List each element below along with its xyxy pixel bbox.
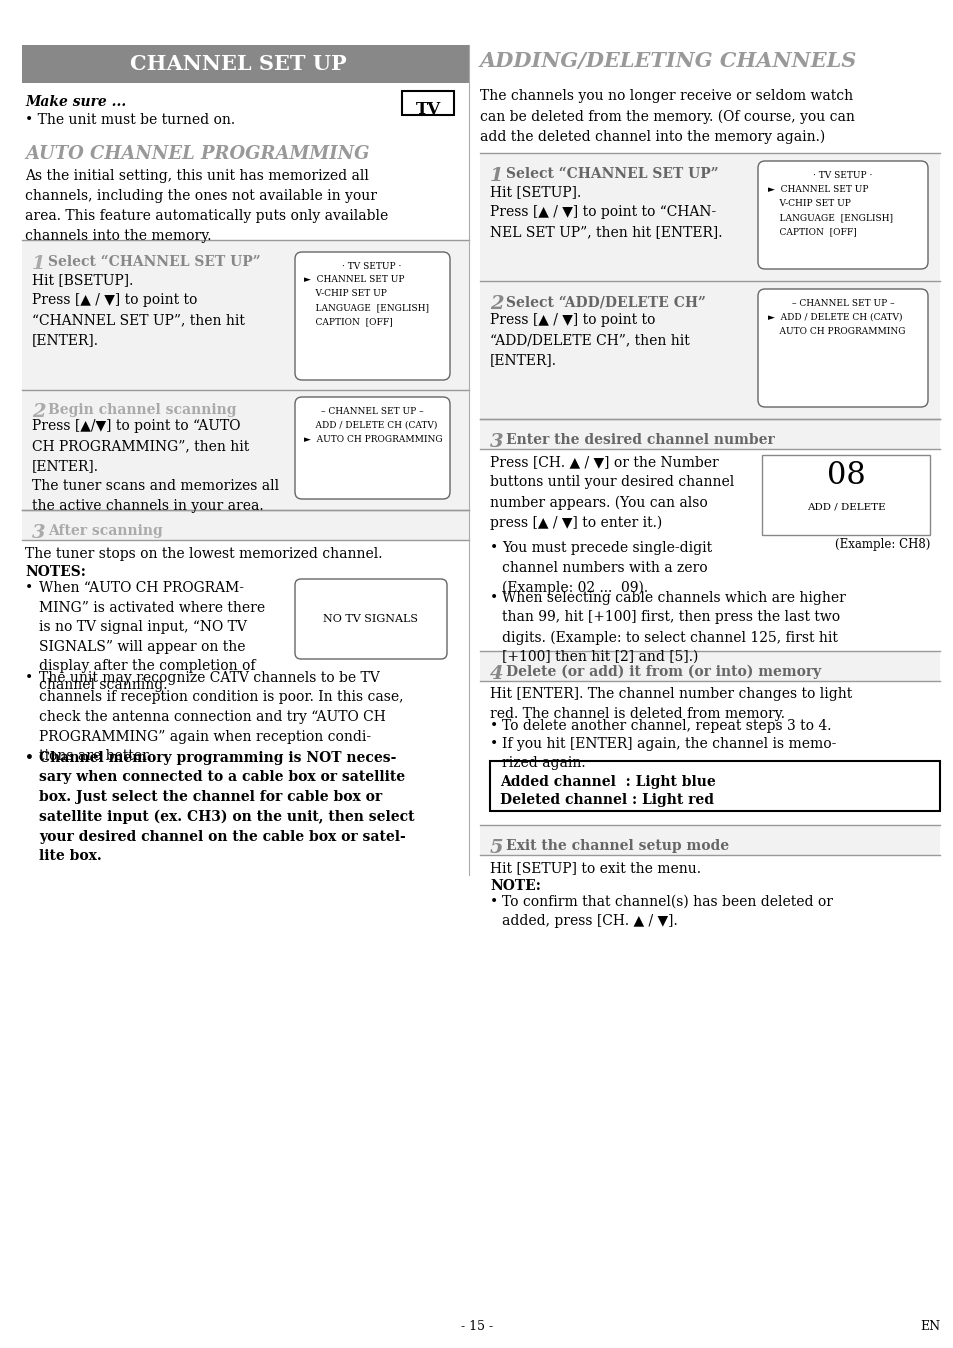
Text: •: • [490,737,497,751]
FancyBboxPatch shape [758,288,927,407]
Text: AUTO CHANNEL PROGRAMMING: AUTO CHANNEL PROGRAMMING [25,146,369,163]
Text: 1: 1 [490,167,503,185]
Bar [479,419,939,449]
Text: To confirm that channel(s) has been deleted or
added, press [CH. ▲ / ▼].: To confirm that channel(s) has been dele… [501,895,832,929]
Text: Enter the desired channel number: Enter the desired channel number [505,433,774,448]
Text: · TV SETUP ·: · TV SETUP · [342,262,401,271]
Text: • The unit must be turned on.: • The unit must be turned on. [25,113,234,127]
Bar [479,651,939,681]
Text: ADD / DELETE: ADD / DELETE [806,503,884,512]
Bar [22,240,469,390]
Text: Select “CHANNEL SET UP”: Select “CHANNEL SET UP” [48,255,260,270]
Text: 2: 2 [32,403,46,421]
Bar [761,456,929,535]
Text: ►  CHANNEL SET UP: ► CHANNEL SET UP [304,275,404,284]
Text: (Example: CH8): (Example: CH8) [834,538,929,551]
Text: The channels you no longer receive or seldom watch
can be deleted from the memor: The channels you no longer receive or se… [479,89,854,144]
Text: The tuner stops on the lowest memorized channel.: The tuner stops on the lowest memorized … [25,547,382,561]
Text: - 15 -: - 15 - [460,1320,493,1333]
Text: You must precede single-digit
channel numbers with a zero
(Example: 02 ...  09).: You must precede single-digit channel nu… [501,541,711,594]
Text: NOTES:: NOTES: [25,565,86,580]
FancyBboxPatch shape [294,252,450,380]
Text: AUTO CH PROGRAMMING: AUTO CH PROGRAMMING [767,328,904,336]
Text: Press [▲/▼] to point to “AUTO
CH PROGRAMMING”, then hit
[ENTER].
The tuner scans: Press [▲/▼] to point to “AUTO CH PROGRAM… [32,419,279,514]
Text: When selecting cable channels which are higher
than 99, hit [+100] first, then p: When selecting cable channels which are … [501,590,845,665]
Text: LANGUAGE  [ENGLISH]: LANGUAGE [ENGLISH] [767,213,892,222]
Text: EN: EN [919,1320,939,1333]
Text: 3: 3 [32,524,46,542]
Text: Hit [SETUP].
Press [▲ / ▼] to point to “CHAN-
NEL SET UP”, then hit [ENTER].: Hit [SETUP]. Press [▲ / ▼] to point to “… [490,185,721,239]
Bar [490,762,939,811]
Bar [479,280,939,419]
Text: •: • [490,718,497,733]
Text: Select “ADD/DELETE CH”: Select “ADD/DELETE CH” [505,295,705,309]
Text: NOTE:: NOTE: [490,879,540,892]
Text: •: • [490,895,497,909]
Text: Exit the channel setup mode: Exit the channel setup mode [505,838,728,853]
Text: LANGUAGE  [ENGLISH]: LANGUAGE [ENGLISH] [304,303,429,311]
Text: CAPTION  [OFF]: CAPTION [OFF] [304,317,393,326]
Text: Channel memory programming is NOT neces-
sary when connected to a cable box or s: Channel memory programming is NOT neces-… [39,751,414,863]
Text: ►  AUTO CH PROGRAMMING: ► AUTO CH PROGRAMMING [304,435,442,443]
Text: 1: 1 [32,255,46,274]
Text: V-CHIP SET UP: V-CHIP SET UP [767,200,850,208]
Text: Press [CH. ▲ / ▼] or the Number
buttons until your desired channel
number appear: Press [CH. ▲ / ▼] or the Number buttons … [490,456,734,530]
Text: •: • [490,541,497,555]
Text: ►  ADD / DELETE CH (CATV): ► ADD / DELETE CH (CATV) [767,313,902,322]
Text: ADDING/DELETING CHANNELS: ADDING/DELETING CHANNELS [479,51,857,71]
Bar [401,92,454,115]
Text: NO TV SIGNALS: NO TV SIGNALS [323,613,418,624]
FancyBboxPatch shape [758,160,927,270]
Text: Begin channel scanning: Begin channel scanning [48,403,236,417]
Text: •: • [25,581,33,594]
Text: Make sure ...: Make sure ... [25,94,126,109]
Text: •: • [25,671,33,685]
Text: •: • [25,751,34,766]
Text: 3: 3 [490,433,503,452]
Text: The unit may recognize CATV channels to be TV
channels if reception condition is: The unit may recognize CATV channels to … [39,671,403,763]
Bar [22,44,469,84]
Text: Hit [BSETUP].
Press [▲ / ▼] to point to
“CHANNEL SET UP”, then hit
[ENTER].: Hit [BSETUP]. Press [▲ / ▼] to point to … [32,274,245,348]
Text: Hit [SETUP] to exit the menu.: Hit [SETUP] to exit the menu. [490,861,700,875]
Text: V-CHIP SET UP: V-CHIP SET UP [304,288,387,298]
Text: Added channel  : Light blue: Added channel : Light blue [499,775,715,789]
Text: ADD / DELETE CH (CATV): ADD / DELETE CH (CATV) [304,421,436,430]
Text: When “AUTO CH PROGRAM-
MING” is activated where there
is no TV signal input, “NO: When “AUTO CH PROGRAM- MING” is activate… [39,581,265,693]
Text: Hit [ENTER]. The channel number changes to light
red. The channel is deleted fro: Hit [ENTER]. The channel number changes … [490,687,851,721]
Text: – CHANNEL SET UP –: – CHANNEL SET UP – [320,407,423,417]
Text: 5: 5 [490,838,503,857]
Text: ►  CHANNEL SET UP: ► CHANNEL SET UP [767,185,867,194]
Text: As the initial setting, this unit has memorized all
channels, including the ones: As the initial setting, this unit has me… [25,168,388,243]
Text: Deleted channel : Light red: Deleted channel : Light red [499,793,713,807]
Text: After scanning: After scanning [48,524,163,538]
Bar [22,390,469,510]
Text: · TV SETUP ·: · TV SETUP · [813,171,872,181]
Text: – CHANNEL SET UP –: – CHANNEL SET UP – [791,299,893,307]
Bar [479,825,939,855]
Text: To delete another channel, repeat steps 3 to 4.: To delete another channel, repeat steps … [501,718,831,733]
Text: Select “CHANNEL SET UP”: Select “CHANNEL SET UP” [505,167,718,181]
Text: •: • [490,590,497,605]
Text: 2: 2 [490,295,503,313]
FancyBboxPatch shape [294,398,450,499]
Text: Delete (or add) it from (or into) memory: Delete (or add) it from (or into) memory [505,665,821,679]
Text: Press [▲ / ▼] to point to
“ADD/DELETE CH”, then hit
[ENTER].: Press [▲ / ▼] to point to “ADD/DELETE CH… [490,313,689,367]
Bar [22,510,469,541]
FancyBboxPatch shape [294,580,447,659]
Text: 08: 08 [825,460,864,491]
Text: If you hit [ENTER] again, the channel is memo-
rized again.: If you hit [ENTER] again, the channel is… [501,737,836,771]
Bar [479,154,939,280]
Text: 4: 4 [490,665,503,683]
Text: TV: TV [415,101,440,117]
Text: CAPTION  [OFF]: CAPTION [OFF] [767,226,856,236]
Text: CHANNEL SET UP: CHANNEL SET UP [130,54,346,74]
